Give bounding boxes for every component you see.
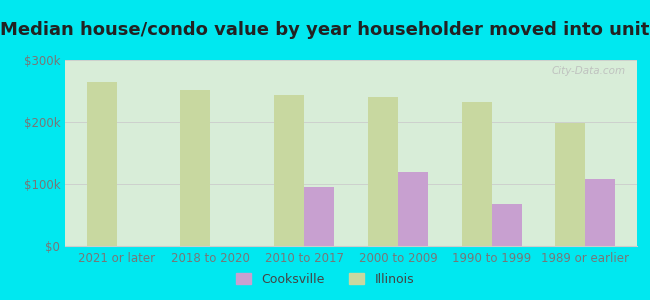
Legend: Cooksville, Illinois: Cooksville, Illinois xyxy=(231,268,419,291)
Bar xyxy=(586,179,616,246)
Text: Median house/condo value by year householder moved into unit: Median house/condo value by year househo… xyxy=(0,21,650,39)
Bar xyxy=(304,187,334,246)
Bar xyxy=(555,123,586,246)
Text: City-Data.com: City-Data.com xyxy=(551,66,625,76)
Bar xyxy=(86,82,116,246)
Bar xyxy=(398,172,428,246)
Bar xyxy=(491,204,522,246)
Bar xyxy=(274,95,304,246)
Bar xyxy=(180,90,211,246)
Bar xyxy=(368,97,398,246)
Bar xyxy=(462,102,491,246)
